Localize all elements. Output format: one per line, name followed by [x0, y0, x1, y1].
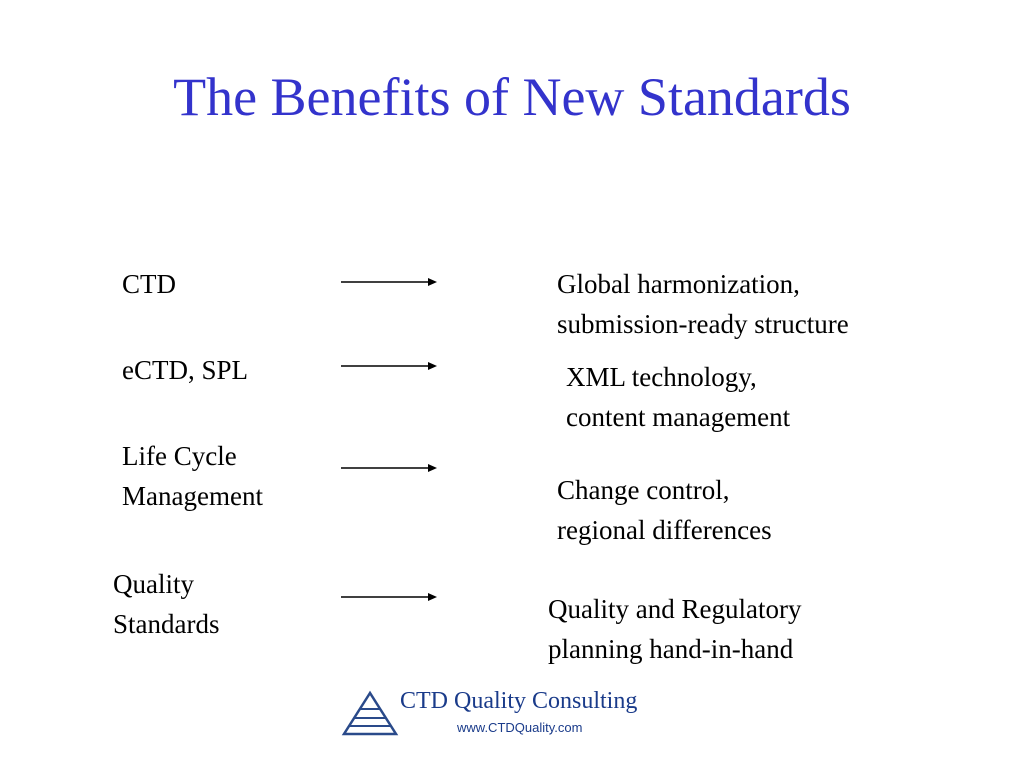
- left-text: CTD: [122, 264, 176, 304]
- text-line: Quality: [113, 569, 194, 599]
- right-text: XML technology, content management: [566, 357, 790, 437]
- arrow: [341, 278, 437, 286]
- text-line: eCTD, SPL: [122, 355, 249, 385]
- text-line: submission-ready structure: [557, 309, 849, 339]
- left-text: Quality Standards: [113, 564, 219, 644]
- slide-title: The Benefits of New Standards: [173, 67, 851, 127]
- left-text: eCTD, SPL: [122, 350, 248, 390]
- text-line: XML technology,: [566, 362, 757, 392]
- text-line: regional differences: [557, 515, 772, 545]
- text-line: content management: [566, 402, 791, 432]
- text-line: planning hand-in-hand: [548, 634, 794, 664]
- text-line: Management: [122, 481, 263, 511]
- text-line: Global harmonization,: [557, 269, 800, 299]
- right-text: Quality and Regulatory planning hand-in-h…: [548, 589, 801, 669]
- arrow: [341, 464, 437, 472]
- right-text: Change control, regional differences: [557, 470, 772, 550]
- logo: [341, 690, 399, 736]
- arrow: [341, 362, 437, 370]
- right-text: Global harmonization, submission-ready st…: [557, 264, 849, 344]
- arrow: [341, 593, 437, 601]
- url: www.CTDQuality.com: [457, 720, 583, 735]
- text-line: Change control,: [557, 475, 730, 505]
- text-line: Life Cycle: [122, 441, 237, 471]
- text-line: Quality and Regulatory: [548, 594, 802, 624]
- text-line: Standards: [113, 609, 220, 639]
- text-line: CTD: [122, 269, 176, 299]
- brand: CTD Quality Consulting: [400, 688, 638, 714]
- left-text: Life Cycle Management: [122, 436, 263, 516]
